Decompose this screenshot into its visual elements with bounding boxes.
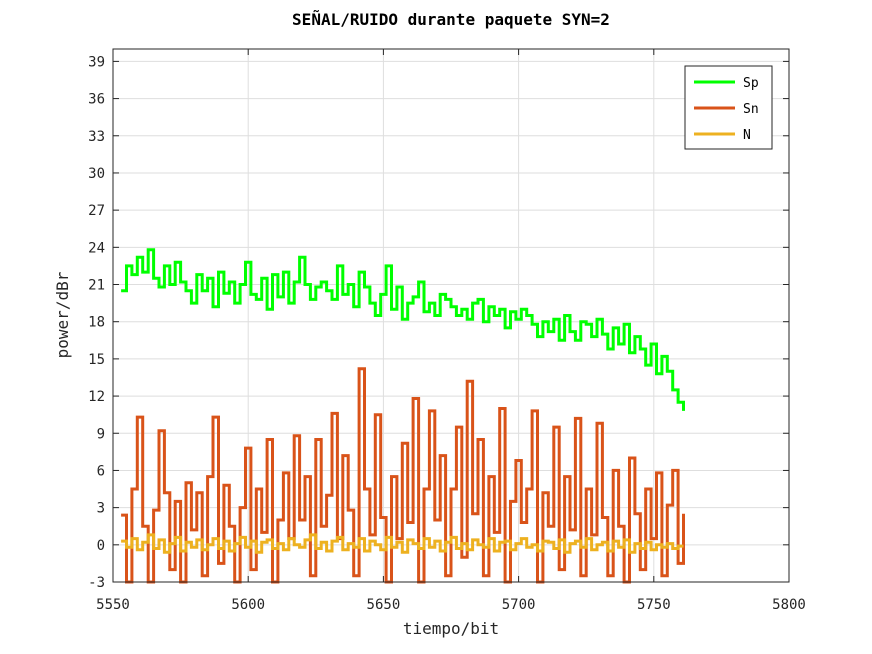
y-tick-label: 15 [88,352,105,368]
series-line-n [121,533,684,554]
legend: Sp Sn N [684,65,773,150]
series-layer [121,248,685,584]
x-tick-label: 5600 [231,597,265,613]
y-axis-label: power/dBr [53,271,72,358]
legend-label-n: N [743,128,751,143]
legend-items: Sp Sn N [694,76,759,143]
y-tick-label: 18 [88,315,105,331]
y-tick-label: 9 [97,426,105,442]
x-tick-label: 5800 [772,597,806,613]
series-line-sp [121,248,685,411]
y-tick-label: 3 [97,501,105,517]
x-tick-label: 5550 [96,597,130,613]
series-line-sn [121,367,685,584]
chart-title: SEÑAL/RUIDO durante paquete SYN=2 [292,10,610,29]
y-tick-label: 36 [88,92,105,108]
y-tick-label: -3 [88,575,105,591]
x-tick-label: 5650 [367,597,401,613]
legend-label-sn: Sn [743,102,759,117]
x-tick-label: 5750 [637,597,671,613]
plot-frame [112,48,790,583]
y-tick-label: 30 [88,166,105,182]
x-axis-label: tiempo/bit [403,619,499,638]
y-tick-label: 33 [88,129,105,145]
x-tick-label: 5700 [502,597,536,613]
ticks: 5550 5600 5650 5700 5750 5800-303691215182124… [88,49,806,613]
y-tick-label: 12 [88,389,105,405]
y-tick-label: 24 [88,240,105,256]
y-tick-label: 27 [88,203,105,219]
y-tick-label: 0 [97,538,105,554]
y-tick-label: 6 [97,463,105,479]
legend-label-sp: Sp [743,76,759,91]
y-tick-label: 21 [88,278,105,294]
y-tick-label: 39 [88,54,105,70]
